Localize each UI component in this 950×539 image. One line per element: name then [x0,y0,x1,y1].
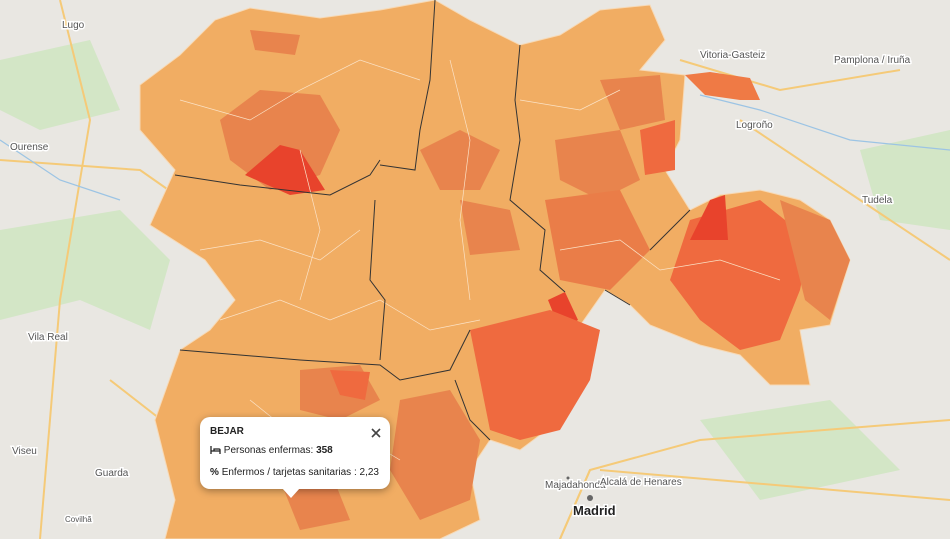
place-label: Vitoria-Gasteiz [700,50,765,61]
region-exclave [685,72,760,100]
place-label: Majadahonda [545,480,606,491]
row-value: 358 [316,445,333,456]
place-label: Ourense [10,142,49,153]
row-label: Personas enfermas: [223,445,314,456]
place-label: Alcalá de Henares [600,477,682,488]
place-dots [566,476,633,501]
rivers [0,94,950,201]
close-icon[interactable] [371,428,381,438]
place-label: Pamplona / Iruña [834,55,911,66]
place-label: Madrid [573,503,616,518]
place-label: Covilhã [65,515,92,524]
popup-row: % Enfermos / tarjetas sanitarias : 2,23 [210,467,379,478]
place-label: Tudela [862,195,893,206]
place-label: Logroño [736,120,773,131]
districts [220,30,850,530]
place-label: Lugo [62,20,85,31]
info-popup: BEJAR Personas enfermas: 358 % Enfermos … [200,417,390,498]
bed-icon [210,446,221,455]
place-label: Guarda [95,468,129,479]
close-button[interactable] [371,422,381,443]
terrain [0,40,950,500]
row-label: Enfermos / tarjetas sanitarias : [221,467,357,478]
place-labels: Lugo Ourense Vila Real Viseu Guarda Covilhã Vi… [9,19,913,526]
province-borders [174,0,691,441]
popup-title: BEJAR [210,426,244,437]
popup-pointer [282,488,300,498]
row-value: 2,23 [359,467,379,478]
popup-row: Personas enfermas: 358 [210,445,333,456]
place-label: Vila Real [28,332,68,343]
row-icon: % [210,467,219,478]
place-label: Viseu [12,446,37,457]
